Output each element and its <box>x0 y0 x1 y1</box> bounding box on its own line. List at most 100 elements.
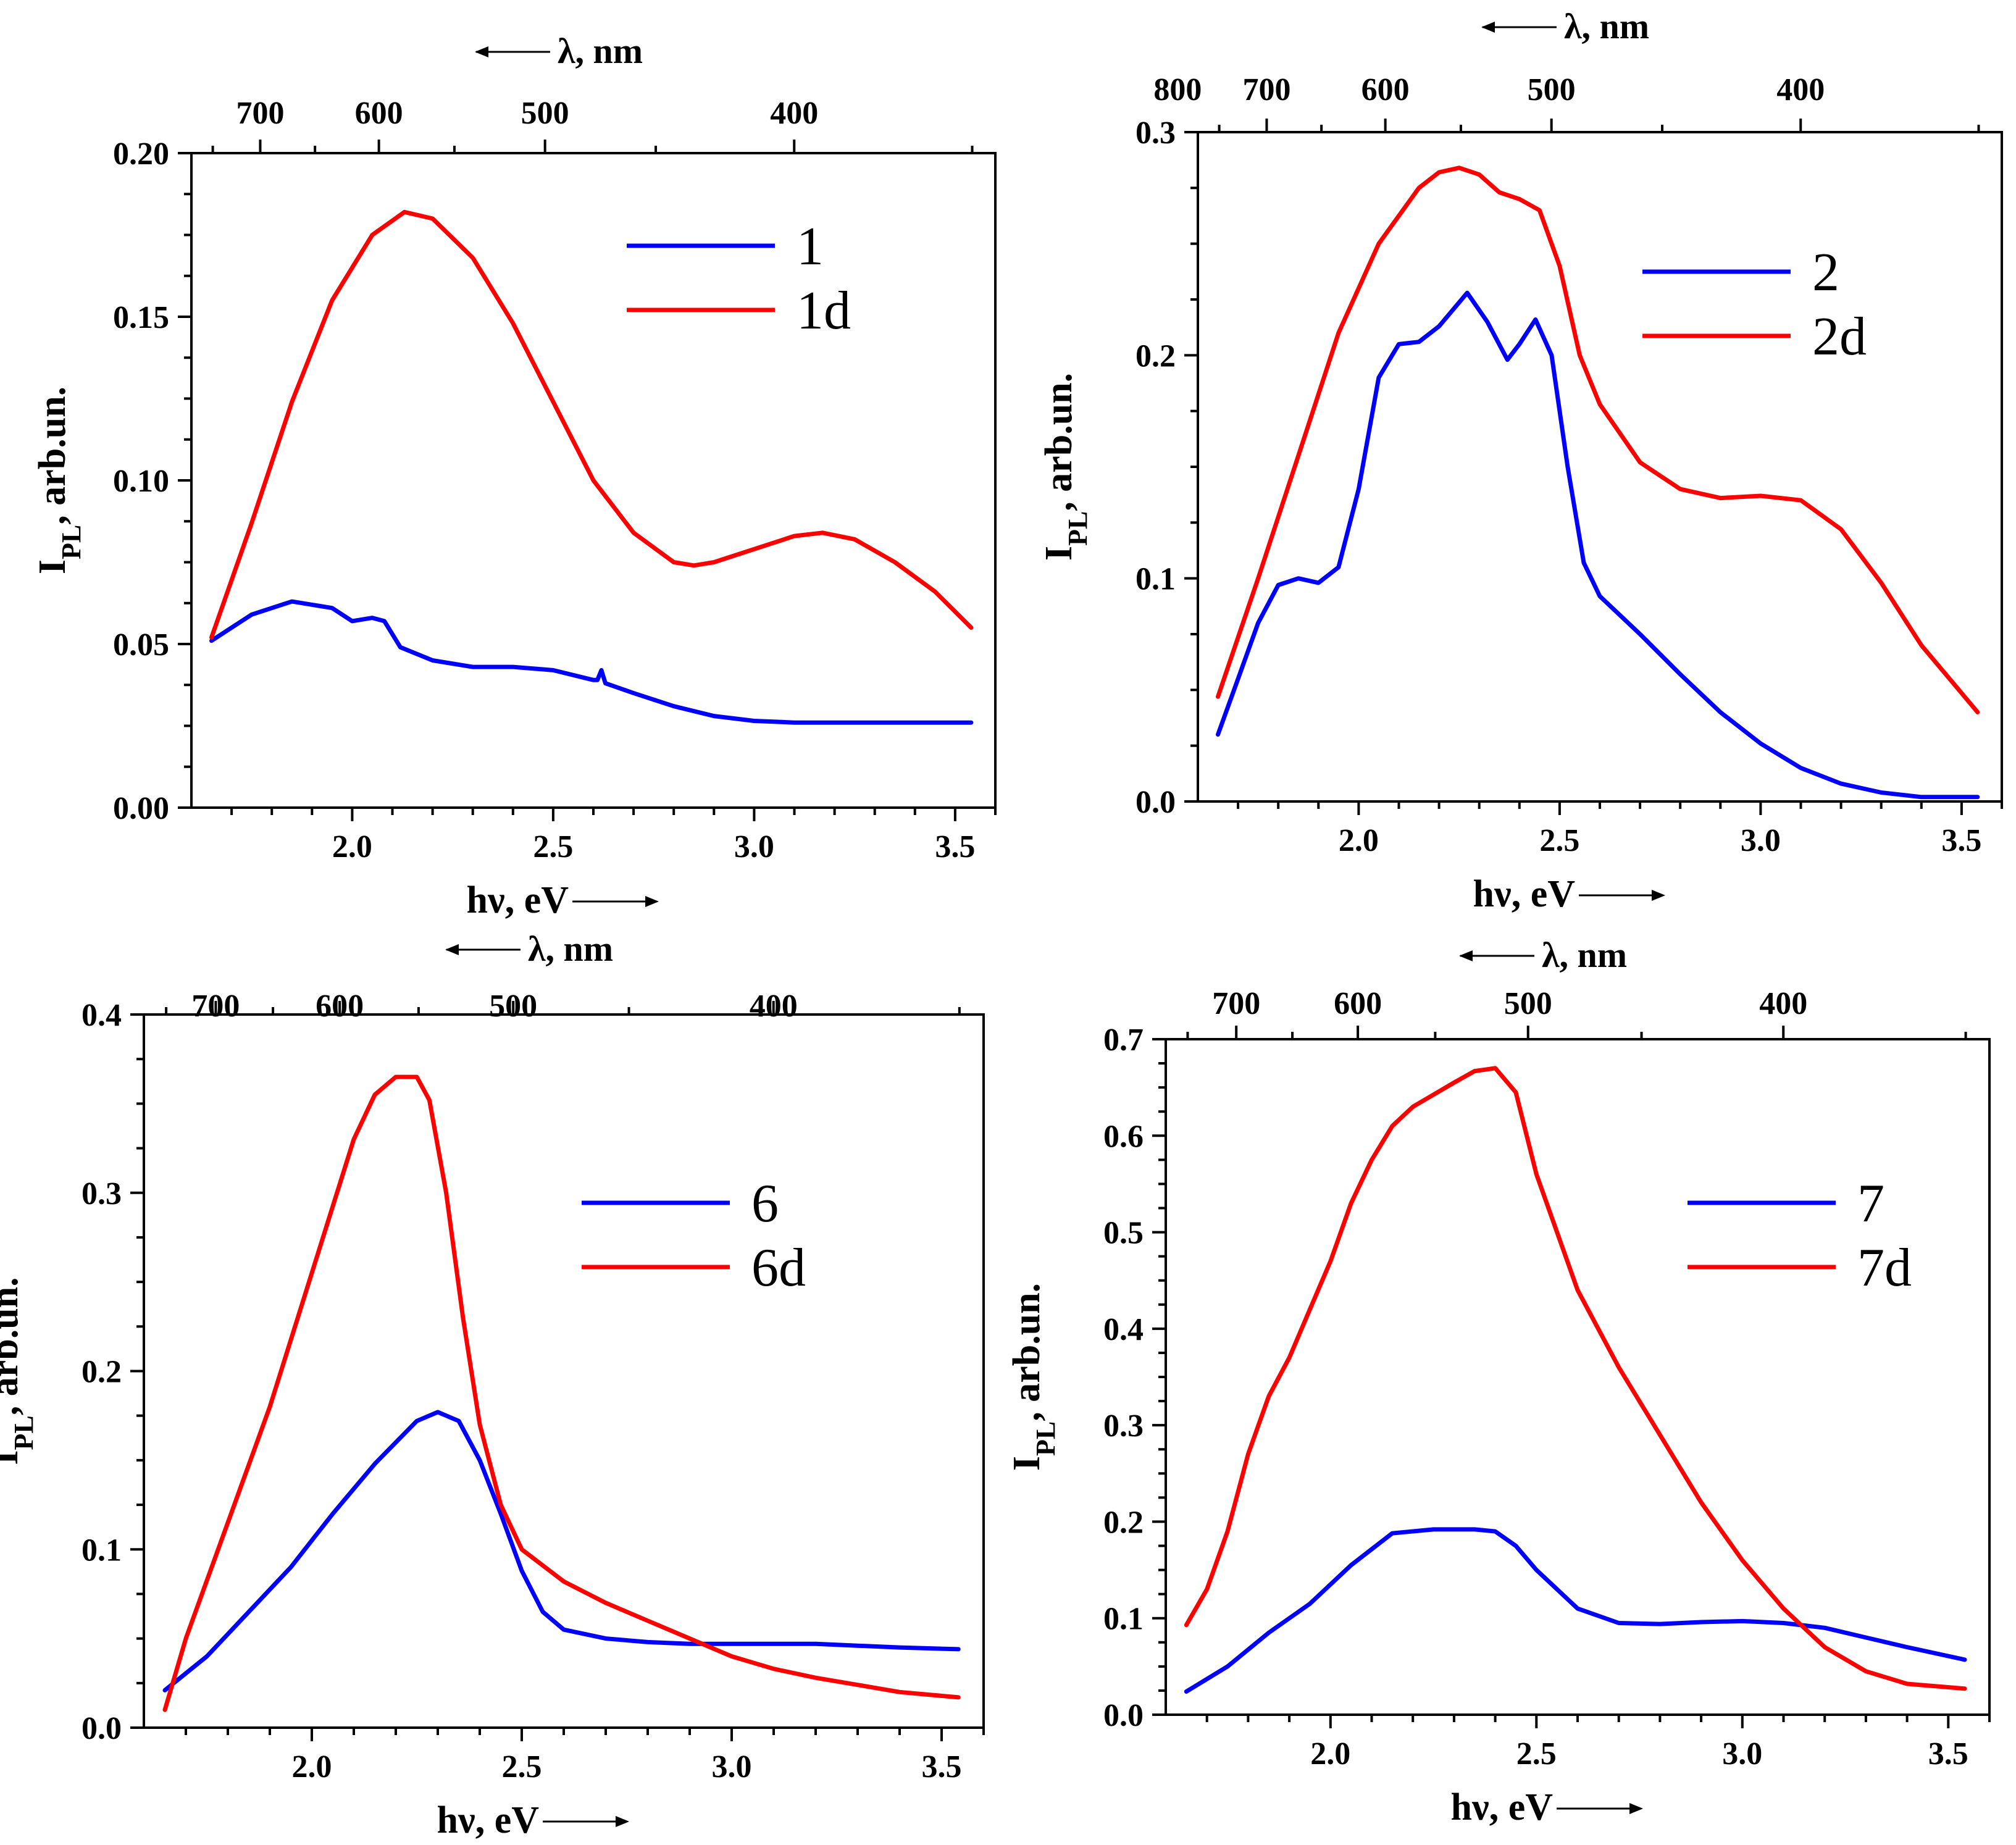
x-tick-label: 3.5 <box>1928 1736 1968 1772</box>
x-axis-label: hν, eV <box>1451 1786 1554 1828</box>
y-tick-label: 0.4 <box>82 998 122 1033</box>
y-tick-label: 0.0 <box>1103 1698 1144 1733</box>
chart-panel-top-right: 2.0 2.5 3.0 3.5 0.0 0.1 0.2 0.3 800 700 600 500 400 λ… <box>1038 6 2003 915</box>
y-tick-label: 0.4 <box>1103 1312 1144 1347</box>
legend-label-1d: 1d <box>797 281 851 341</box>
legend-label-6: 6 <box>751 1174 779 1234</box>
y-tick-label: 0.3 <box>1136 115 1176 151</box>
x-tick-label: 3.5 <box>1941 823 1981 858</box>
legend-label-2: 2 <box>1812 243 1839 303</box>
x-tick-label: 3.0 <box>1741 823 1781 858</box>
x-axis-arrow-head <box>645 896 659 907</box>
y-axis-label-sub: PL <box>56 525 86 559</box>
y-axis-label-sub: PL <box>1063 511 1093 546</box>
top-axis-label: λ, nm <box>528 929 613 969</box>
legend-label-7: 7 <box>1857 1174 1884 1234</box>
x-tick-label: 3.5 <box>922 1749 962 1784</box>
y-axis-label-main: I <box>1038 546 1080 561</box>
top-tick-label: 600 <box>1361 72 1410 107</box>
y-tick-label: 0.7 <box>1103 1023 1144 1058</box>
top-tick-label: 400 <box>770 96 818 131</box>
x-tick-label: 2.0 <box>1310 1736 1350 1772</box>
series-line-6d <box>162 1074 961 1712</box>
y-tick-label: 0.2 <box>1136 338 1176 374</box>
series-line-1 <box>209 599 974 725</box>
chart-panel-bottom-right: 2.0 2.5 3.0 3.5 0.0 0.1 0.2 0.3 0.4 0.5 0.6 0.7 700 6… <box>1006 935 1991 1828</box>
top-tick-label: 400 <box>1759 986 1807 1021</box>
y-tick-label: 0.15 <box>113 300 169 335</box>
y-axis-label-main: I <box>1006 1456 1048 1471</box>
top-tick-label: 500 <box>521 96 569 131</box>
y-axis-label-main: I <box>0 1450 26 1465</box>
top-tick-label: 600 <box>355 96 403 131</box>
series-line-1d <box>209 209 974 640</box>
x-tick-label: 2.5 <box>533 829 573 864</box>
y-tick-label: 0.3 <box>1103 1408 1144 1444</box>
top-axis-label: λ, nm <box>558 31 643 71</box>
y-tick-label: 0.00 <box>113 791 169 826</box>
x-axis-arrow-head <box>1629 1803 1643 1814</box>
top-tick-label: 400 <box>750 989 798 1024</box>
y-axis-label: IPL, arb.un. <box>1006 1283 1061 1471</box>
y-tick-label: 0.2 <box>1103 1505 1144 1540</box>
x-tick-label: 3.0 <box>712 1749 752 1784</box>
y-axis-label-rest: , arb.un. <box>1038 373 1080 511</box>
y-axis-label-sub: PL <box>1031 1421 1061 1456</box>
top-axis-arrow-head <box>475 46 488 57</box>
chart-panel-top-left: 2.0 2.5 3.0 3.5 0.00 0.05 0.10 0.15 0.20 700 600 50… <box>31 31 997 921</box>
x-axis-label: hν, eV <box>1473 873 1576 915</box>
y-tick-label: 0.05 <box>113 627 169 663</box>
top-tick-label: 400 <box>1776 72 1825 107</box>
y-axis-label-rest: , arb.un. <box>31 387 73 525</box>
top-tick-label: 600 <box>1334 986 1382 1021</box>
x-tick-label: 2.0 <box>292 1749 332 1784</box>
top-tick-label: 500 <box>1504 986 1552 1021</box>
top-tick-label: 700 <box>236 96 284 131</box>
top-axis-label: λ, nm <box>1564 6 1649 46</box>
top-tick-label: 700 <box>1212 986 1260 1021</box>
y-tick-label: 0.1 <box>1103 1602 1144 1637</box>
y-tick-label: 0.5 <box>1103 1216 1144 1251</box>
y-axis-label: IPL, arb.un. <box>0 1277 39 1465</box>
top-axis-label: λ, nm <box>1542 935 1627 975</box>
top-axis-arrow-head <box>1481 22 1495 33</box>
y-tick-label: 0.6 <box>1103 1119 1144 1154</box>
y-tick-label: 0.0 <box>1136 785 1176 820</box>
top-axis-arrow-head <box>1459 950 1473 961</box>
series-line-6 <box>162 1410 961 1692</box>
top-axis-arrow-head <box>445 944 459 955</box>
top-tick-label: 500 <box>489 989 537 1024</box>
series-line-2d <box>1216 165 1980 714</box>
y-tick-label: 0.3 <box>82 1176 122 1211</box>
y-axis-label: IPL, arb.un. <box>31 387 86 574</box>
x-tick-label: 3.0 <box>1722 1736 1762 1772</box>
legend-label-7d: 7d <box>1857 1238 1912 1298</box>
legend-label-1: 1 <box>797 217 824 277</box>
x-tick-label: 2.5 <box>502 1749 542 1784</box>
y-axis-label-rest: , arb.un. <box>1006 1283 1048 1421</box>
series-line-7 <box>1184 1527 1967 1694</box>
top-tick-label: 600 <box>316 989 364 1024</box>
top-tick-label: 500 <box>1528 72 1576 107</box>
y-axis-label-sub: PL <box>9 1415 39 1450</box>
series-line-7d <box>1184 1066 1967 1691</box>
x-axis-arrow-head <box>616 1816 629 1827</box>
x-tick-label: 3.0 <box>734 829 774 864</box>
x-tick-label: 2.5 <box>1516 1736 1557 1772</box>
x-tick-label: 3.5 <box>935 829 975 864</box>
x-tick-label: 2.5 <box>1539 823 1579 858</box>
y-axis-label-rest: , arb.un. <box>0 1277 26 1415</box>
y-tick-label: 0.1 <box>82 1533 122 1568</box>
x-tick-label: 2.0 <box>1339 823 1379 858</box>
y-tick-label: 0.20 <box>113 136 169 172</box>
legend-label-2d: 2d <box>1812 307 1867 367</box>
y-axis-label-main: I <box>31 559 73 574</box>
top-tick-label: 700 <box>191 989 240 1024</box>
legend-label-6d: 6d <box>751 1238 806 1298</box>
series-line-2 <box>1216 290 1980 800</box>
x-axis-label: hν, eV <box>437 1799 540 1841</box>
y-tick-label: 0.0 <box>82 1711 122 1746</box>
x-axis-arrow-head <box>1652 890 1665 901</box>
